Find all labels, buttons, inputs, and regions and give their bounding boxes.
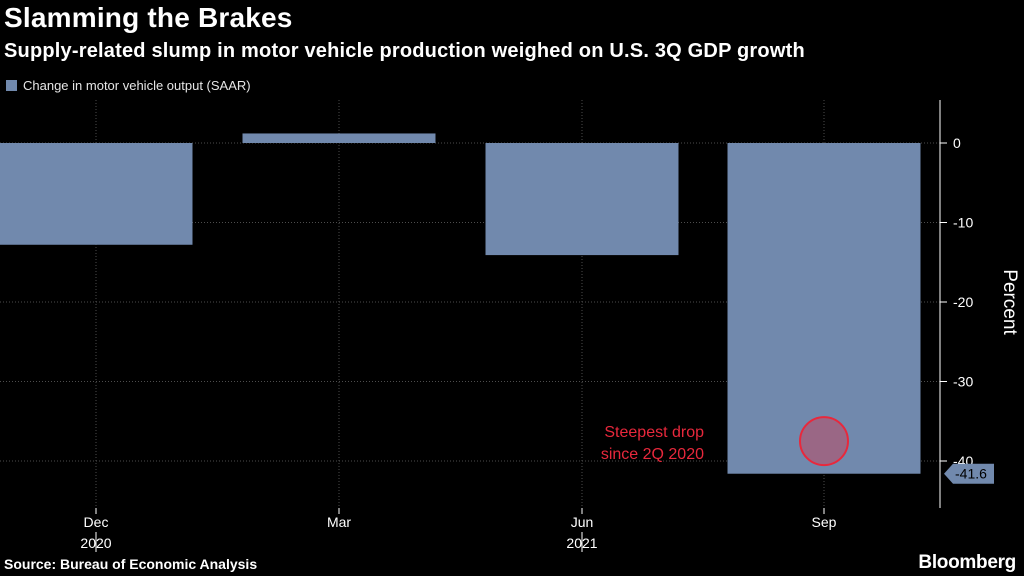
legend-label: Change in motor vehicle output (SAAR) [23, 78, 251, 93]
year-label: 2021 [566, 535, 597, 551]
x-tick-label: Sep [812, 514, 837, 530]
bar-mar [242, 133, 436, 143]
x-tick-label: Dec [84, 514, 109, 530]
year-label: 2020 [80, 535, 111, 551]
annotation-text: since 2Q 2020 [601, 446, 704, 463]
y-axis-label: Percent [999, 269, 1020, 335]
annotation: Steepest drop since 2Q 2020 [601, 416, 849, 467]
annotation-circle [799, 416, 849, 467]
bar-jun [485, 143, 679, 256]
x-tick-label: Jun [571, 514, 594, 530]
x-axis: Dec Mar Jun Sep 2020 2021 [80, 508, 837, 552]
bloomberg-logo: Bloomberg [918, 552, 1016, 573]
bar-dec [0, 143, 193, 245]
value-label-box [944, 463, 994, 484]
source-note: Source: Bureau of Economic Analysis [4, 556, 258, 572]
chart-title: Slamming the Brakes [4, 2, 293, 33]
legend: Change in motor vehicle output (SAAR) [6, 78, 251, 93]
y-tick-label: -10 [953, 215, 973, 231]
x-tick-label: Mar [327, 514, 351, 530]
legend-swatch [6, 80, 17, 91]
bars [0, 133, 921, 474]
y-tick-label: -20 [953, 294, 973, 310]
annotation-text: Steepest drop [604, 424, 704, 441]
y-tick-label: 0 [953, 135, 961, 151]
y-tick-label: -30 [953, 374, 973, 390]
chart-subtitle: Supply-related slump in motor vehicle pr… [4, 40, 805, 62]
bar-sep [727, 143, 921, 474]
value-label: -41.6 [955, 466, 987, 482]
